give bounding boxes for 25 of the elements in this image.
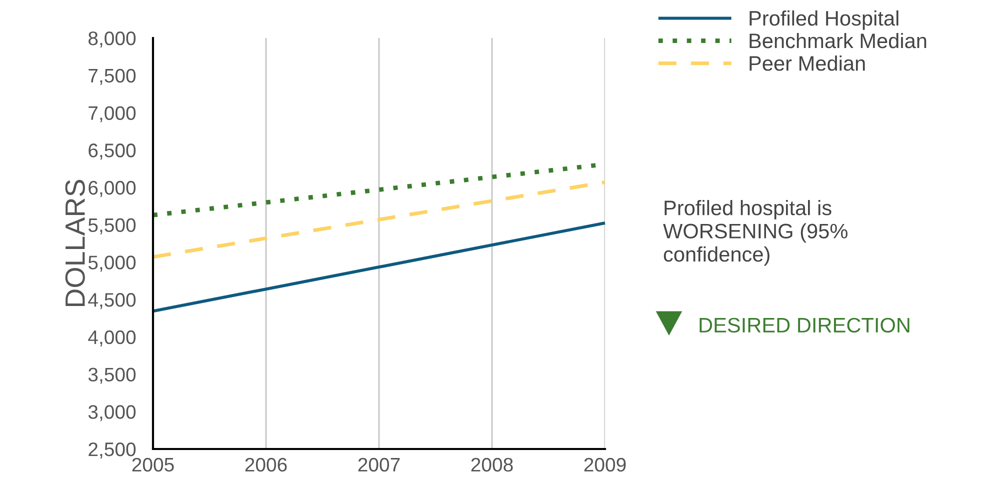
y-tick-label: 2,500 <box>88 442 136 459</box>
line-series <box>151 180 607 259</box>
text: Profiled hospital is WORSENING (95% confidence) <box>663 200 848 266</box>
y-tick-label: 7,000 <box>88 106 136 122</box>
legend-label: Profiled Hospital <box>750 10 898 30</box>
y-tick-label: 7,500 <box>88 68 136 85</box>
y-tick-label: 4,000 <box>88 330 136 346</box>
y-tick-label: 3,000 <box>88 405 136 422</box>
line-series <box>151 221 607 313</box>
y-tick-label: 6,500 <box>88 144 136 160</box>
x-tick-label: 2006 <box>245 458 287 472</box>
x-tick-label: 2005 <box>132 458 174 472</box>
y-tick-label: 4,500 <box>88 293 136 310</box>
legend-label: Benchmark Median <box>750 32 926 48</box>
legend-label: Peer Median <box>750 56 865 71</box>
y-tick-label: 6,000 <box>88 180 136 197</box>
y-tick-label: 8,000 <box>88 31 136 48</box>
x-tick-label: 2007 <box>358 458 400 472</box>
y-tick-label: 5,000 <box>88 256 136 272</box>
x-tick-label: 2009 <box>584 458 626 472</box>
text: DESIRED DIRECTION <box>700 318 910 333</box>
x-tick-label: 2008 <box>471 458 513 472</box>
y-axis-title: DOLLARS <box>65 180 85 306</box>
y-tick-label: 5,500 <box>88 218 136 234</box>
y-tick-label: 3,500 <box>88 368 136 384</box>
